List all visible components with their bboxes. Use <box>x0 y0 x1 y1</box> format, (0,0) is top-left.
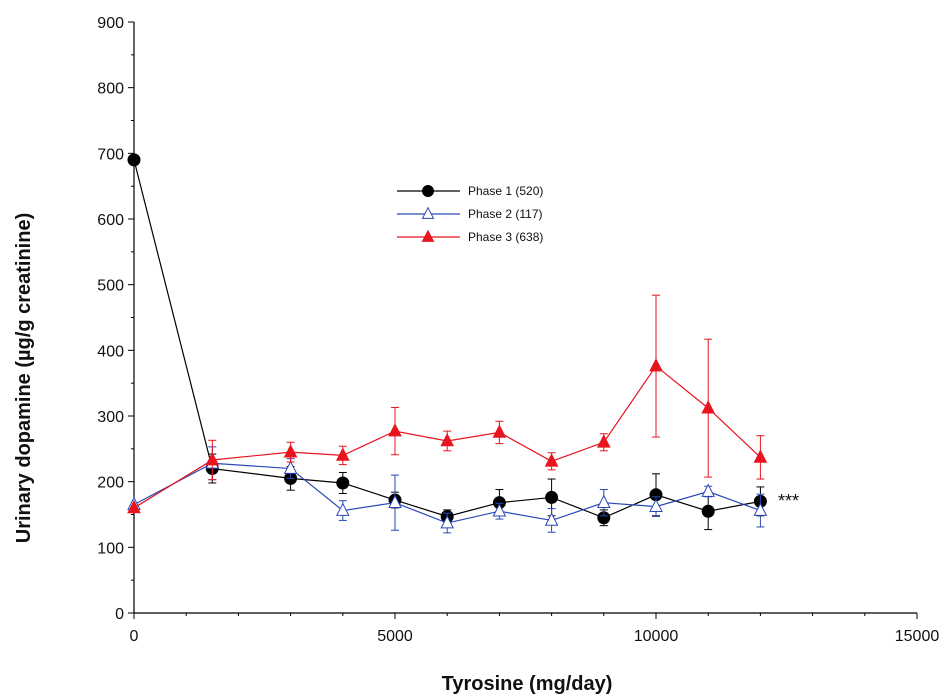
axes: 0 100 200 300 400 500 600 700 800 900 0 5000 10000 15… <box>97 15 939 645</box>
legend-label: Phase 2 (117) <box>468 207 543 221</box>
y-tick-label: 100 <box>97 540 124 557</box>
data-point <box>127 153 141 167</box>
data-point <box>753 449 768 463</box>
data-point <box>492 424 507 438</box>
significance-annotation: *** <box>778 491 799 511</box>
data-point <box>701 400 716 414</box>
x-tick-label: 5000 <box>377 628 413 645</box>
data-point <box>701 483 716 497</box>
data-point <box>283 444 298 458</box>
data-point <box>335 502 350 516</box>
series-2 <box>127 446 768 534</box>
data-point <box>205 451 220 466</box>
legend-label: Phase 1 (520) <box>468 184 543 198</box>
y-tick-label: 500 <box>97 278 124 295</box>
legend-marker <box>421 229 435 242</box>
data-point <box>701 504 715 518</box>
legend: Phase 1 (520) Phase 2 (117) Phase 3 (638) <box>397 184 543 244</box>
series-1 <box>127 153 767 531</box>
data-point <box>336 476 350 490</box>
data-point <box>649 358 663 372</box>
data-point <box>388 494 402 509</box>
data-point <box>596 494 611 509</box>
series-line <box>133 159 761 519</box>
data-point <box>545 490 559 504</box>
data-point <box>544 512 559 526</box>
data-point <box>649 498 663 512</box>
y-tick-label: 300 <box>97 409 124 426</box>
data-point <box>544 453 559 467</box>
x-tick-label: 10000 <box>634 628 679 645</box>
data-point <box>492 503 507 517</box>
x-tick-label: 0 <box>130 628 139 645</box>
x-axis-title: Tyrosine (mg/day) <box>442 673 613 695</box>
data-point <box>127 499 141 514</box>
y-axis-title: Urinary dopamine (µg/g creatinine) <box>13 213 35 543</box>
y-tick-label: 200 <box>97 475 124 492</box>
series-line <box>133 462 761 524</box>
data-point <box>335 447 350 461</box>
data-point <box>440 515 455 529</box>
legend-label: Phase 3 (638) <box>468 230 543 244</box>
series-line <box>133 365 761 509</box>
data-point <box>440 432 455 447</box>
legend-marker <box>421 206 435 219</box>
data-point <box>596 434 611 448</box>
y-tick-label: 600 <box>97 212 124 229</box>
series-3 <box>127 294 768 514</box>
y-tick-label: 800 <box>97 81 124 98</box>
data-point <box>283 460 298 474</box>
y-tick-label: 400 <box>97 343 124 360</box>
y-tick-label: 700 <box>97 146 124 163</box>
y-tick-label: 0 <box>115 606 124 623</box>
legend-marker <box>422 185 434 197</box>
series-layer <box>127 153 768 534</box>
data-point <box>753 502 768 516</box>
x-tick-label: 15000 <box>895 628 940 645</box>
data-point <box>388 423 402 437</box>
y-tick-label: 900 <box>97 15 124 32</box>
